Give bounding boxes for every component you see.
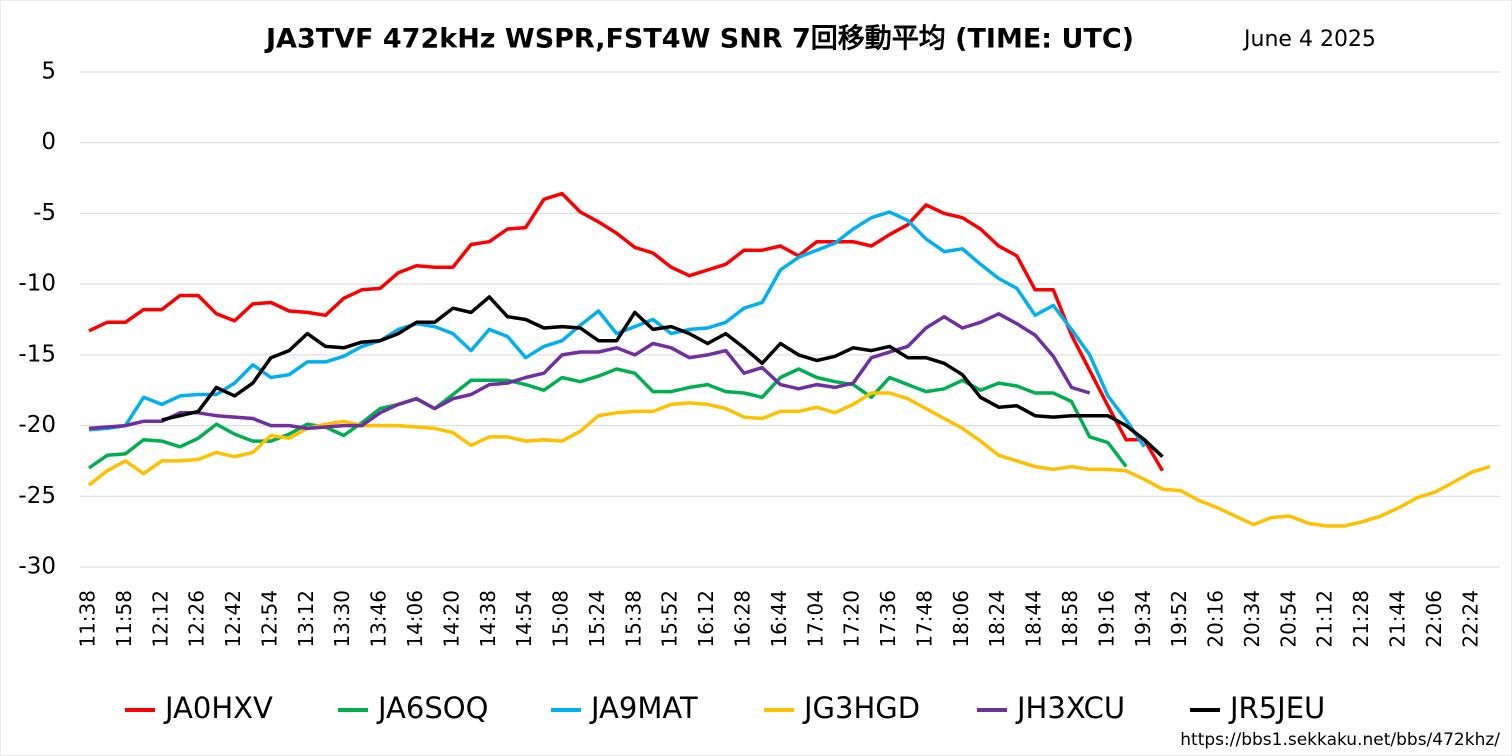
x-tick-label: 13:30 bbox=[330, 590, 354, 648]
legend-label: JG3HGD bbox=[802, 691, 920, 725]
x-tick-label: 18:24 bbox=[985, 590, 1009, 648]
legend-label: JA9MAT bbox=[589, 691, 698, 725]
x-tick-label: 16:28 bbox=[731, 590, 755, 648]
x-tick-label: 18:44 bbox=[1022, 590, 1046, 648]
x-tick-label: 17:48 bbox=[912, 590, 936, 648]
y-tick-label: 5 bbox=[41, 59, 56, 85]
y-tick-label: -5 bbox=[33, 200, 56, 226]
legend-label: JR5JEU bbox=[1228, 691, 1325, 725]
x-tick-label: 14:06 bbox=[403, 590, 427, 648]
x-tick-label: 16:44 bbox=[767, 590, 791, 648]
chart-title: JA3TVF 472kHz WSPR,FST4W SNR 7回移動平均 (TIM… bbox=[264, 24, 1134, 55]
x-tick-label: 12:54 bbox=[257, 590, 281, 648]
x-tick-label: 22:06 bbox=[1422, 590, 1446, 648]
x-tick-label: 13:12 bbox=[294, 590, 318, 648]
x-tick-label: 19:34 bbox=[1131, 590, 1155, 648]
series-line bbox=[161, 295, 1164, 458]
x-tick-label: 15:38 bbox=[621, 590, 645, 648]
x-tick-label: 20:16 bbox=[1204, 590, 1228, 648]
x-tick-label: 19:52 bbox=[1167, 590, 1191, 648]
x-tick-label: 14:54 bbox=[512, 590, 536, 648]
series-line bbox=[88, 210, 1146, 448]
x-tick-label: 18:06 bbox=[949, 590, 973, 648]
x-tick-label: 11:38 bbox=[76, 590, 100, 648]
x-tick-label: 11:58 bbox=[112, 590, 136, 648]
x-tick-label: 14:38 bbox=[476, 590, 500, 648]
series-line bbox=[88, 191, 1165, 472]
x-tick-label: 18:58 bbox=[1058, 590, 1082, 648]
x-tick-label: 22:24 bbox=[1458, 590, 1482, 648]
x-tick-label: 15:24 bbox=[585, 590, 609, 648]
x-tick-label: 12:12 bbox=[148, 590, 172, 648]
x-tick-label: 13:46 bbox=[367, 590, 391, 648]
legend-label: JA6SOQ bbox=[376, 691, 488, 725]
series-line bbox=[87, 391, 1491, 528]
y-tick-label: -15 bbox=[18, 341, 56, 367]
x-tick-label: 12:26 bbox=[185, 590, 209, 648]
x-tick-label: 17:04 bbox=[803, 590, 827, 648]
x-tick-label: 12:42 bbox=[221, 590, 245, 648]
x-tick-label: 19:16 bbox=[1094, 590, 1118, 648]
x-tick-label: 17:36 bbox=[876, 590, 900, 648]
x-tick-label: 14:20 bbox=[439, 590, 463, 648]
y-tick-label: -25 bbox=[18, 483, 56, 509]
x-tick-label: 21:28 bbox=[1349, 590, 1373, 648]
y-tick-label: 0 bbox=[41, 129, 56, 155]
legend-label: JA0HXV bbox=[163, 691, 273, 725]
x-tick-label: 21:44 bbox=[1386, 590, 1410, 648]
x-tick-label: 16:12 bbox=[694, 590, 718, 648]
legend-label: JH3XCU bbox=[1015, 691, 1125, 725]
y-tick-label: -10 bbox=[18, 271, 56, 297]
x-tick-label: 17:20 bbox=[840, 590, 864, 648]
x-tick-label: 20:34 bbox=[1240, 590, 1264, 648]
x-tick-label: 20:54 bbox=[1276, 590, 1300, 648]
series-line bbox=[87, 367, 1128, 470]
y-tick-label: -30 bbox=[18, 554, 56, 580]
x-tick-label: 15:08 bbox=[549, 590, 573, 648]
x-tick-label: 15:52 bbox=[658, 590, 682, 648]
x-tick-label: 21:12 bbox=[1313, 590, 1337, 648]
chart-subtitle: June 4 2025 bbox=[1242, 27, 1376, 52]
series-line bbox=[88, 312, 1091, 431]
source-note: https://bbs1.sekkaku.net/bbs/472khz/ bbox=[1180, 730, 1500, 750]
y-tick-label: -20 bbox=[18, 412, 56, 438]
